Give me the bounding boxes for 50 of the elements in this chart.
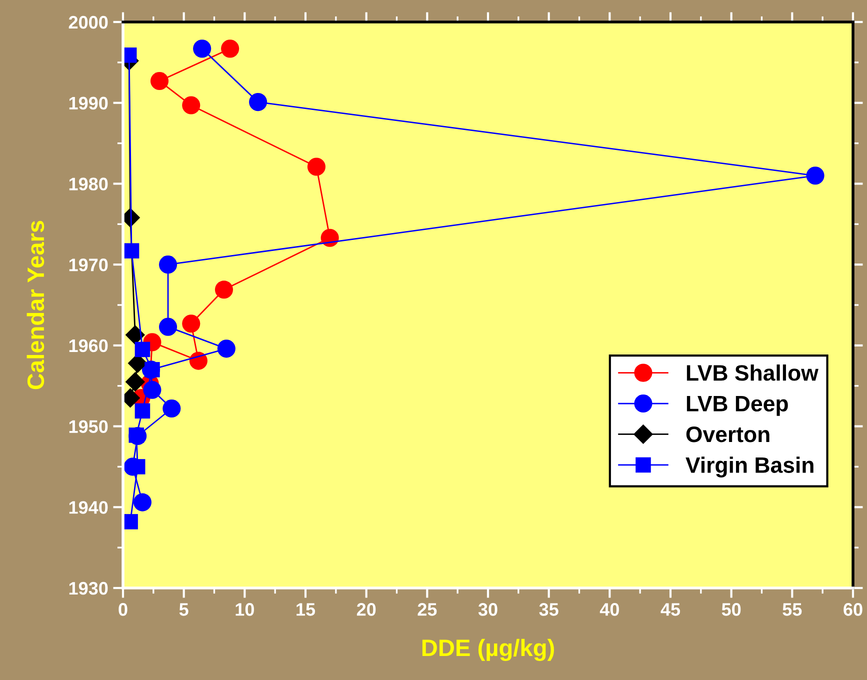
legend-label: Overton	[686, 426, 770, 442]
y-tick-label: 1980	[69, 178, 108, 190]
x-tick-label: 35	[539, 603, 558, 616]
y-axis-title: Calendar Years	[26, 220, 44, 390]
x-tick-label: 10	[236, 603, 254, 616]
point	[249, 93, 268, 112]
point	[125, 325, 145, 345]
point	[133, 493, 152, 512]
x-tick-label: 20	[356, 603, 376, 616]
point	[320, 228, 339, 247]
point	[182, 314, 200, 333]
point	[134, 403, 150, 419]
x-tick-label: 55	[782, 603, 802, 616]
y-tick-label: 1950	[69, 420, 108, 434]
legend-label: Virgin Basin	[686, 456, 814, 478]
y-tick-label: 1940	[69, 501, 108, 514]
x-tick-label: 15	[296, 603, 316, 616]
point	[125, 372, 145, 392]
point	[134, 342, 150, 358]
point	[221, 40, 240, 58]
x-tick-label: 30	[478, 603, 498, 616]
x-tick-label: 5	[179, 603, 188, 616]
point	[307, 158, 326, 176]
y-tick-label: 1970	[69, 258, 108, 272]
point	[143, 380, 162, 399]
point	[806, 166, 824, 185]
point	[124, 243, 140, 258]
x-axis-title: DDE (µg/kg)	[422, 638, 554, 661]
x-tick-label: 50	[722, 603, 741, 616]
point	[182, 96, 200, 114]
point	[123, 514, 138, 530]
y-tick-label: 1930	[69, 582, 108, 595]
point	[162, 399, 181, 418]
x-tick-label: 45	[660, 603, 680, 616]
point	[217, 340, 236, 358]
y-tick-label: 1960	[69, 339, 108, 352]
x-tick-label: 40	[600, 603, 619, 616]
point	[189, 352, 208, 370]
y-tick-label: 1990	[69, 96, 108, 110]
legend-label: LVB Deep	[686, 396, 788, 416]
point	[158, 256, 178, 274]
x-tick-label: 0	[118, 603, 128, 616]
legend-label: LVB Shallow	[686, 364, 818, 381]
x-tick-label: 25	[418, 603, 437, 616]
y-tick-label: 2000	[68, 16, 108, 29]
point	[150, 72, 169, 90]
point	[214, 280, 234, 299]
point	[193, 40, 212, 58]
x-tick-label: 60	[844, 603, 862, 616]
point	[158, 318, 178, 336]
